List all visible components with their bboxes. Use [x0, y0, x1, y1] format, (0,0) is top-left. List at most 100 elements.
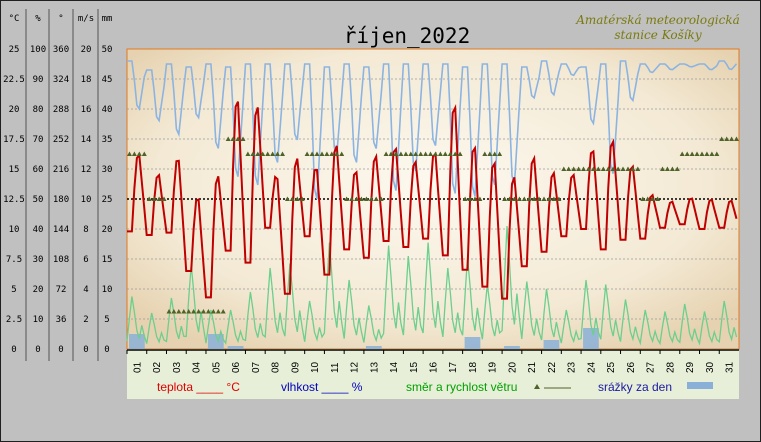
y-tick-label: 40 [33, 225, 44, 235]
wind-direction-marker [339, 151, 345, 156]
wind-direction-marker [403, 151, 409, 156]
wind-direction-marker [477, 196, 483, 201]
wind-direction-marker [136, 151, 142, 156]
wind-direction-marker [492, 151, 498, 156]
wind-direction-marker [205, 309, 211, 314]
y-tick-label: 144 [53, 225, 69, 235]
wind-direction-marker [181, 309, 187, 314]
x-tick-label: 14 [389, 361, 400, 373]
unit-headers: °C % ° m/s mm [9, 14, 113, 24]
legend-rain-swatch-icon [687, 382, 713, 389]
wind-direction-marker [289, 196, 295, 201]
y-tick-label: 36 [56, 315, 67, 325]
legend-rain: srážky za den [598, 380, 672, 394]
wind-direction-marker [388, 151, 394, 156]
wind-direction-marker [240, 136, 246, 141]
wind-direction-marker [704, 151, 710, 156]
wind-direction-marker [314, 151, 320, 156]
y-tick-label: 10 [81, 195, 92, 205]
wind-direction-marker [398, 151, 404, 156]
wind-direction-marker [531, 196, 537, 201]
precipitation-bar [464, 337, 481, 349]
legend: teplota ____ °C vlhkost ____ % směr a ry… [157, 380, 713, 394]
wind-direction-marker [472, 196, 478, 201]
x-tick-label: 08 [271, 361, 282, 373]
wind-direction-marker [660, 166, 665, 171]
wind-direction-marker [482, 151, 488, 156]
legend-wind-triangle-icon [534, 384, 540, 389]
wind-direction-marker [457, 151, 463, 156]
wind-direction-marker [655, 196, 661, 201]
legend-teplota: teplota ____ °C [157, 380, 240, 394]
wind-direction-marker [566, 166, 572, 171]
wind-direction-marker [363, 196, 369, 201]
precipitation-bar [227, 346, 244, 349]
wind-direction-marker [250, 151, 256, 156]
y-tick-label: 90 [33, 75, 44, 85]
wind-direction-marker [664, 166, 670, 171]
wind-direction-marker [433, 151, 438, 156]
x-tick-label: 02 [152, 361, 163, 373]
x-tick-label: 31 [725, 361, 736, 373]
wind-direction-marker [334, 151, 340, 156]
y-tick-label: 45 [102, 75, 113, 85]
wind-direction-marker [131, 151, 137, 156]
wind-direction-marker [437, 151, 443, 156]
wind-direction-marker [586, 166, 591, 171]
wind-direction-marker [280, 151, 285, 156]
wind-direction-marker [541, 196, 547, 201]
x-tick-label: 19 [488, 361, 499, 373]
x-tick-label: 09 [290, 361, 301, 373]
y-tick-label: 12 [81, 165, 92, 175]
y-tick-label: 50 [102, 45, 113, 55]
wind-direction-marker [556, 196, 562, 201]
wind-direction-marker [309, 151, 315, 156]
wind-direction-marker [156, 196, 162, 201]
wind-direction-marker [171, 309, 177, 314]
wind-direction-marker [576, 166, 582, 171]
x-tick-label: 25 [606, 361, 617, 373]
y-tick-label: 20 [33, 285, 44, 295]
wind-direction-marker [354, 196, 359, 201]
y-tick-label: 80 [33, 105, 44, 115]
wind-direction-marker [729, 136, 735, 141]
wind-direction-marker [127, 151, 132, 156]
x-axis-band [127, 349, 739, 399]
wind-direction-marker [304, 151, 310, 156]
x-tick-label: 07 [251, 361, 262, 373]
wind-direction-marker [620, 166, 626, 171]
x-tick-label: 20 [508, 361, 519, 373]
wind-direction-marker [724, 136, 730, 141]
x-tick-label: 13 [369, 361, 380, 373]
x-tick-label: 29 [685, 361, 696, 373]
x-tick-label: 23 [567, 361, 578, 373]
wind-direction-marker [230, 136, 236, 141]
y-tick-label: 20 [9, 105, 20, 115]
x-tick-label: 18 [468, 361, 479, 373]
y-tick-label: 252 [53, 135, 69, 145]
wind-direction-marker [719, 136, 725, 141]
wind-direction-marker [423, 151, 429, 156]
x-tick-label: 05 [211, 361, 222, 373]
wind-direction-marker [516, 196, 522, 201]
wind-direction-marker [590, 166, 596, 171]
wind-direction-markers [127, 136, 739, 314]
wind-direction-marker [324, 151, 330, 156]
y-tick-label: 5 [11, 285, 16, 295]
y-axis-ticks: 2522.52017.51512.5107.552.50100908070605… [3, 45, 112, 355]
wind-direction-marker [284, 196, 290, 201]
column-separators [25, 9, 99, 361]
y-tick-label: 20 [81, 45, 92, 55]
wind-direction-marker [709, 151, 715, 156]
x-tick-label: 26 [626, 361, 637, 373]
temperature-line [127, 101, 738, 300]
wind-direction-marker [358, 196, 364, 201]
x-tick-label: 21 [527, 361, 538, 373]
x-axis: 01 02 03 04 05 06 07 08 09 10 11 12 13 14 15 16 17 18 19 20… [126, 349, 739, 373]
y-tick-label: 10 [9, 225, 20, 235]
x-tick-label: 04 [192, 361, 203, 373]
unit-celsius: °C [9, 14, 20, 24]
y-tick-label: 360 [53, 45, 69, 55]
wind-direction-marker [546, 196, 552, 201]
